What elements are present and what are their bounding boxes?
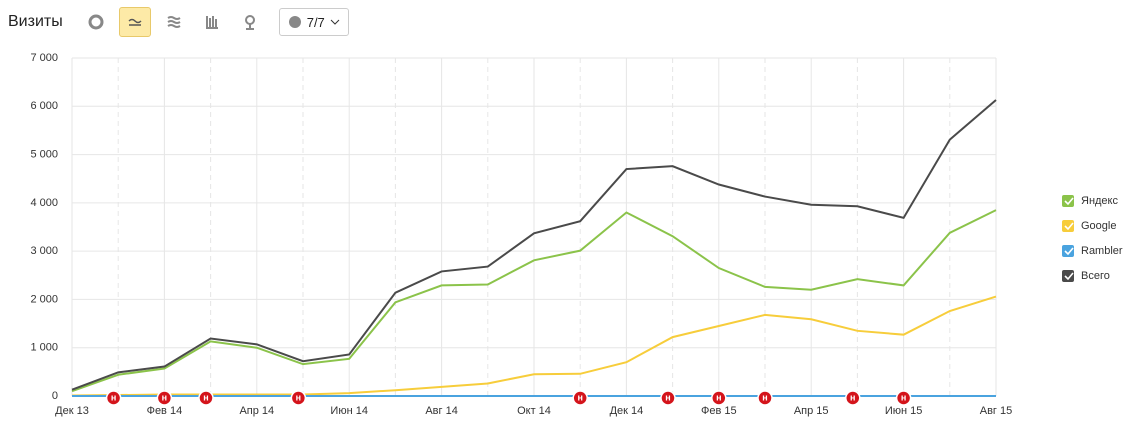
series-line [71, 295, 997, 397]
legend-label: Rambler [1081, 245, 1123, 257]
pie-view[interactable] [81, 8, 111, 36]
header: Визиты 7/7 [8, 7, 349, 37]
event-marker[interactable] [757, 390, 773, 406]
map-view[interactable] [235, 8, 265, 36]
y-tick-label: 3 000 [30, 245, 58, 257]
segments-dropdown[interactable]: 7/7 [278, 8, 349, 36]
legend-check [1064, 272, 1074, 281]
x-tick-label: Дек 13 [55, 405, 89, 417]
x-tick-label: Фев 15 [701, 405, 737, 417]
event-label: н [577, 392, 582, 402]
legend-swatch[interactable] [1062, 245, 1074, 257]
segments-label: 7/7 [306, 14, 325, 30]
event-marker[interactable] [290, 390, 307, 406]
legend-swatch[interactable] [1062, 220, 1074, 232]
legend-label: Всего [1081, 270, 1110, 282]
event-marker[interactable] [198, 390, 214, 406]
event-label: н [901, 392, 906, 402]
legend-swatch[interactable] [1062, 270, 1074, 282]
line-view[interactable] [118, 7, 151, 37]
legend-label: Google [1081, 220, 1116, 232]
event-marker[interactable] [845, 390, 861, 406]
y-tick-label: 5 000 [30, 148, 58, 160]
series-line [71, 209, 997, 393]
y-tick-label: 7 000 [30, 52, 58, 64]
event-marker[interactable] [660, 390, 676, 406]
legend-check [1064, 247, 1074, 256]
event-marker[interactable] [105, 390, 122, 406]
y-tick-label: 4 000 [30, 197, 58, 209]
event-label: н [850, 392, 855, 402]
chart-title: Визиты [8, 13, 63, 30]
bar-view[interactable] [197, 8, 227, 36]
x-tick-label: Июн 14 [330, 405, 368, 417]
event-label: н [665, 392, 670, 402]
event-label: н [203, 392, 208, 402]
event-label: н [111, 392, 116, 402]
event-label: н [762, 392, 767, 402]
legend-check [1064, 222, 1074, 231]
x-tick-label: Апр 14 [239, 405, 274, 417]
area-view[interactable] [159, 8, 189, 36]
event-marker[interactable] [156, 390, 173, 406]
event-marker[interactable] [572, 390, 588, 406]
y-tick-label: 2 000 [30, 293, 58, 305]
event-label: н [296, 392, 301, 402]
event-marker[interactable] [711, 390, 727, 406]
series-line [71, 99, 997, 391]
x-tick-label: Окт 14 [517, 405, 551, 417]
y-tick-label: 1 000 [30, 342, 58, 354]
x-tick-label: Апр 15 [794, 405, 829, 417]
event-label: н [716, 392, 721, 402]
x-tick-label: Фев 14 [147, 405, 183, 417]
x-tick-label: Июн 15 [885, 405, 923, 417]
event-marker[interactable] [895, 390, 912, 406]
legend-label: Яндекс [1081, 195, 1118, 207]
y-tick-label: 6 000 [30, 100, 58, 112]
x-tick-label: Авг 14 [425, 405, 457, 417]
x-tick-label: Авг 15 [980, 405, 1012, 417]
legend-swatch[interactable] [1062, 195, 1074, 207]
legend-check [1064, 197, 1074, 206]
y-tick-label: 0 [52, 390, 58, 402]
event-label: н [162, 392, 167, 402]
x-tick-label: Дек 14 [610, 405, 644, 417]
